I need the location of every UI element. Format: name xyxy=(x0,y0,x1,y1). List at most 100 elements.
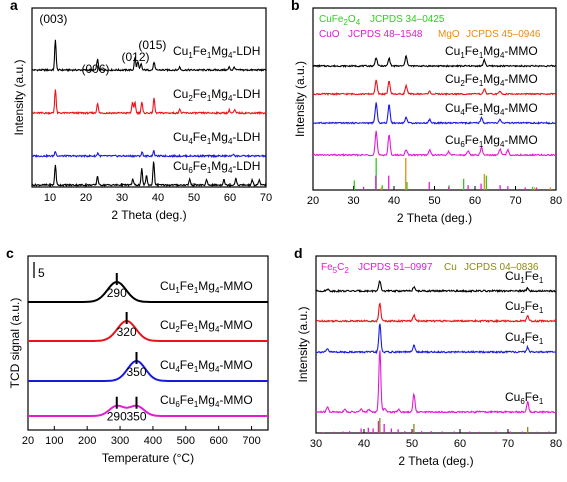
plot-frame xyxy=(31,7,267,188)
series-line-Cu6Fe1Mg4-LDH xyxy=(31,161,267,188)
x-tick-label: 60 xyxy=(469,195,481,207)
x-tick-label: 50 xyxy=(428,195,440,207)
series-line-Cu2Fe1Mg4-MMO xyxy=(312,79,557,97)
series-line-Cu2Fe1Mg4-LDH xyxy=(31,89,267,116)
series-label-Cu4Fe1Mg4-MMO: Cu4Fe1Mg4-MMO xyxy=(445,101,538,117)
series-line-Cu1Fe1Mg4-LDH xyxy=(31,39,267,73)
x-tick-label: 70 xyxy=(502,438,514,450)
x-tick-label: 40 xyxy=(358,438,370,450)
series-line-Cu4Fe1 xyxy=(315,323,557,355)
series-label-Cu2Fe1: Cu2Fe1 xyxy=(505,299,544,315)
series-line-Cu2Fe1 xyxy=(316,302,557,324)
ref-legend-pdf: JCPDS 34–0425 xyxy=(370,14,445,25)
peak-value-label: 290 xyxy=(107,410,127,424)
series-line-Cu1Fe1Mg4-MMO xyxy=(313,54,557,68)
ref-legend-name: MgO xyxy=(438,29,460,40)
y-axis-label: Intensity (a.u.) xyxy=(296,306,310,382)
x-tick-label: 50 xyxy=(406,438,418,450)
series-line-Cu4Fe1Mg4-MMO xyxy=(28,360,268,382)
peak-label: (012) xyxy=(121,50,149,64)
ref-legend-name: CuFe2O4 xyxy=(319,14,361,27)
panel-label: c xyxy=(6,245,14,261)
ref-legend-pdf: JCPDS 45–0946 xyxy=(466,29,541,40)
x-tick-label: 40 xyxy=(152,192,164,204)
series-line-Cu4Fe1Mg4-MMO xyxy=(312,102,556,126)
peak-value-label: 350 xyxy=(126,365,146,379)
panel-label: b xyxy=(291,0,300,13)
series-line-Cu4Fe1Mg4-LDH xyxy=(31,149,267,159)
peak-label: (006) xyxy=(82,62,110,76)
scale-bar-label: 5 xyxy=(38,266,45,280)
x-tick-label: 600 xyxy=(210,435,228,447)
series-label-Cu6Fe1: Cu6Fe1 xyxy=(505,390,544,406)
x-tick-label: 400 xyxy=(144,435,162,447)
x-axis-label: 2 Theta (deg.) xyxy=(111,208,186,222)
x-axis-label: 2 Theta (deg.) xyxy=(398,454,473,468)
plot-frame xyxy=(315,255,557,434)
ref-legend-name: Fe5C2 xyxy=(321,262,349,275)
x-tick-label: 10 xyxy=(44,192,56,204)
peak-value-label: 290 xyxy=(107,286,127,300)
peak-value-label: 350 xyxy=(126,410,146,424)
x-tick-label: 60 xyxy=(454,438,466,450)
x-tick-label: 30 xyxy=(116,192,128,204)
panel-label: a xyxy=(10,0,18,13)
series-label-Cu2Fe1Mg4-LDH: Cu2Fe1Mg4-LDH xyxy=(173,87,260,103)
panel-label: d xyxy=(294,245,303,261)
x-tick-label: 300 xyxy=(111,435,129,447)
series-label-Cu2Fe1Mg4-MMO: Cu2Fe1Mg4-MMO xyxy=(445,72,538,88)
x-tick-label: 20 xyxy=(80,192,92,204)
x-axis-label: 2 Theta (deg.) xyxy=(397,211,472,225)
series-label-Cu6Fe1Mg4-MMO: Cu6Fe1Mg4-MMO xyxy=(160,393,253,409)
x-tick-label: 30 xyxy=(347,195,359,207)
series-label-Cu1Fe1Mg4-MMO: Cu1Fe1Mg4-MMO xyxy=(160,279,253,295)
series-line-Cu1Fe1Mg4-MMO xyxy=(28,280,268,303)
series-line-Cu6Fe1Mg4-MMO xyxy=(312,130,557,157)
peak-label: (015) xyxy=(138,38,166,52)
plot-frame xyxy=(27,255,269,431)
x-tick-label: 20 xyxy=(22,435,34,447)
series-label-Cu6Fe1Mg4-LDH: Cu6Fe1Mg4-LDH xyxy=(173,159,260,175)
x-tick-label: 60 xyxy=(224,192,236,204)
x-tick-label: 20 xyxy=(307,195,319,207)
ref-legend-pdf: JCPDS 04–0836 xyxy=(464,262,539,273)
series-label-Cu2Fe1Mg4-MMO: Cu2Fe1Mg4-MMO xyxy=(160,318,253,334)
ref-legend-pdf: JCPDS 51–0997 xyxy=(358,262,433,273)
x-tick-label: 100 xyxy=(45,435,63,447)
series-line-Cu6Fe1 xyxy=(315,350,556,415)
series-label-Cu4Fe1: Cu4Fe1 xyxy=(505,330,544,346)
panel-d: d 30 40 50 60 70 80 2 Theta (deg.) Intensity (a.… xyxy=(294,245,562,468)
series-label-Cu1Fe1Mg4-LDH: Cu1Fe1Mg4-LDH xyxy=(173,44,260,60)
y-axis-label: TCD signal (a.u.) xyxy=(8,298,22,389)
x-tick-label: 30 xyxy=(310,438,322,450)
series-line-Cu6Fe1Mg4-MMO xyxy=(28,404,268,417)
series-line-Cu1Fe1 xyxy=(315,280,556,294)
series-label-Cu4Fe1Mg4-MMO: Cu4Fe1Mg4-MMO xyxy=(160,358,253,374)
x-tick-label: 200 xyxy=(78,435,96,447)
x-tick-label: 80 xyxy=(550,438,562,450)
x-tick-label: 70 xyxy=(509,195,521,207)
ref-legend-name: CuO xyxy=(319,29,340,40)
panel-c: c 20 100 200 300 400 500 600 700 Temperature (°C)… xyxy=(6,245,269,465)
series-label-Cu1Fe1Mg4-MMO: Cu1Fe1Mg4-MMO xyxy=(445,44,538,60)
ref-legend-pdf: JCPDS 48–1548 xyxy=(348,29,423,40)
y-axis-label: Intensity (a.u.) xyxy=(12,59,26,135)
x-tick-label: 700 xyxy=(242,435,260,447)
x-tick-label: 70 xyxy=(260,192,272,204)
panel-a: a 10 20 30 40 50 60 70 2 Theta (deg.) Intensity (… xyxy=(10,0,272,222)
ref-legend-name: Cu xyxy=(444,262,457,273)
x-tick-label: 500 xyxy=(177,435,195,447)
series-label-Cu1Fe1: Cu1Fe1 xyxy=(505,269,544,285)
panel-b: b 20 30 40 50 60 70 80 2 Theta (deg.) Intensity (… xyxy=(291,0,562,225)
peak-value-label: 320 xyxy=(117,325,137,339)
series-label-Cu6Fe1Mg4-MMO: Cu6Fe1Mg4-MMO xyxy=(445,133,538,149)
x-axis-label: Temperature (°C) xyxy=(102,451,194,465)
x-tick-label: 40 xyxy=(388,195,400,207)
x-tick-label: 50 xyxy=(188,192,200,204)
y-axis-label: Intensity (a.u.) xyxy=(293,61,307,137)
peak-label: (003) xyxy=(39,12,67,26)
series-line-Cu2Fe1Mg4-MMO xyxy=(28,320,268,342)
series-label-Cu4Fe1Mg4-LDH: Cu4Fe1Mg4-LDH xyxy=(173,130,260,146)
x-tick-label: 80 xyxy=(550,195,562,207)
